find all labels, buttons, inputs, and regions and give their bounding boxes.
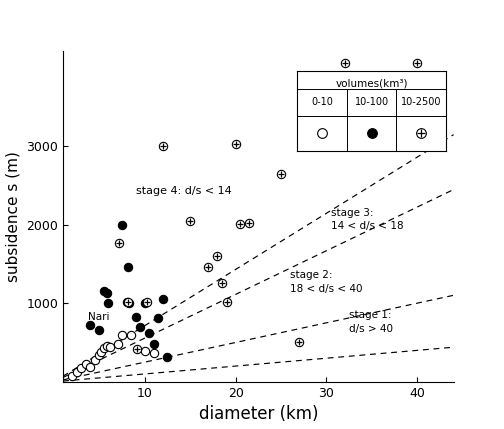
Text: stage 1:
d/s > 40: stage 1: d/s > 40 [349,311,393,334]
Text: stage 3:
14 < d/s < 18: stage 3: 14 < d/s < 18 [331,208,404,231]
Y-axis label: subsidence s (m): subsidence s (m) [6,151,21,282]
Text: stage 4: d/s < 14: stage 4: d/s < 14 [136,187,231,196]
Text: 10-100: 10-100 [354,97,389,107]
Text: stage 2:
18 < d/s < 40: stage 2: 18 < d/s < 40 [290,270,362,293]
Text: Nari: Nari [88,312,110,322]
Text: volumes(km³): volumes(km³) [335,79,408,88]
Text: 10-2500: 10-2500 [401,97,442,107]
Text: 0-10: 0-10 [311,97,333,107]
X-axis label: diameter (km): diameter (km) [199,405,318,423]
